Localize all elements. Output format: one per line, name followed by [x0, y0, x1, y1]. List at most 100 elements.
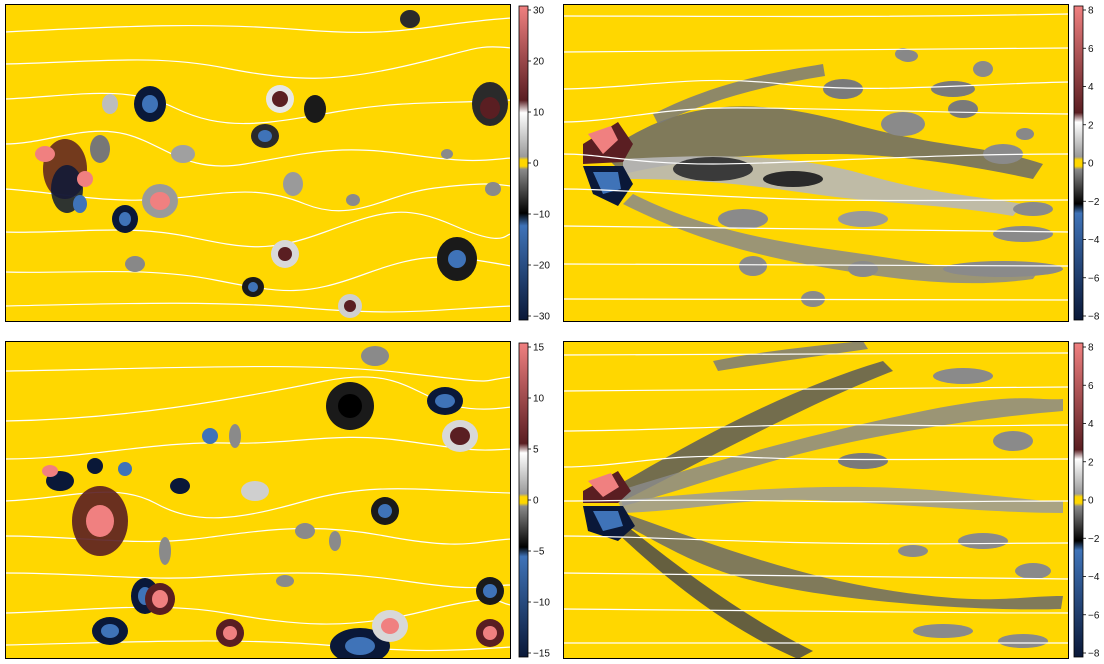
gray-blob: [898, 50, 918, 62]
streamline: [5, 46, 511, 79]
vortex-positive-core: [150, 192, 170, 210]
vortex-gray: [241, 481, 269, 501]
vorticity-panel-bottom-right: [563, 341, 1069, 659]
colorbar-tick-label: 5: [533, 445, 539, 456]
streamline: [563, 13, 1069, 18]
colorbar-ticks: 15 10 5 0 −5 −10 −15: [528, 343, 550, 660]
colorbar-tick-label: −6: [1088, 273, 1100, 284]
colorbar-top-right: 8 6 4 2 0 −2 −4 −6 −8: [1073, 6, 1104, 323]
vortex-positive-core: [381, 618, 399, 634]
panel-plot-top-left: [5, 4, 511, 322]
colorbar-tick-label: 0: [533, 159, 539, 170]
streamline: [563, 535, 1069, 545]
streamline: [5, 130, 511, 167]
colorbar-ticks: 8 6 4 2 0 −2 −4 −6 −8: [1083, 6, 1100, 323]
streamline: [563, 608, 1069, 614]
streamline: [563, 79, 1069, 90]
gray-blob: [739, 256, 767, 276]
streamline: [563, 225, 1069, 233]
vortex-positive-core: [483, 626, 497, 640]
gray-blob: [993, 226, 1053, 242]
colorbar-tick-label: −2: [1088, 197, 1100, 208]
vortex-positive-core: [152, 590, 168, 608]
wake-negative-core: [593, 172, 621, 194]
gray-blob: [983, 144, 1023, 164]
wake-streak: [613, 519, 813, 659]
gray-blob: [1013, 202, 1053, 216]
vortex-negative: [170, 478, 190, 494]
vortex-dark: [304, 95, 326, 123]
vortex-negative-core: [101, 624, 119, 638]
vorticity-panel-top-right: [563, 4, 1069, 322]
wake-gray: [125, 256, 145, 272]
gray-blob: [1016, 128, 1034, 140]
gray-blob: [848, 261, 878, 277]
vortex-gray: [295, 523, 315, 539]
wake-streak: [618, 486, 1063, 513]
vortex-gray: [102, 94, 118, 114]
wake-streak: [713, 341, 868, 371]
vortex-negative: [87, 458, 103, 474]
colorbar-gradient: [518, 342, 529, 658]
colorbar-tick-label: 6: [1088, 44, 1094, 55]
wake-streak: [618, 398, 1063, 506]
streamline: [563, 499, 1069, 503]
colorbar-tick-label: 6: [1088, 381, 1094, 392]
colorbar-tick-label: 4: [1088, 82, 1094, 93]
colorbar-tick-label: 30: [533, 6, 545, 17]
gray-blob: [838, 211, 888, 227]
vortex-positive-core: [278, 247, 292, 261]
gray-blob: [958, 533, 1008, 549]
panel-frame: [563, 341, 1069, 659]
wake-streak: [763, 171, 823, 187]
vortex-gray: [485, 182, 501, 196]
vortex-gray: [283, 172, 303, 196]
colorbar-tick-label: 10: [533, 108, 545, 119]
wake-negative-core: [73, 195, 87, 213]
vortex-positive-core: [450, 427, 470, 445]
streamlines: [5, 17, 511, 313]
vortex-positive-core: [480, 97, 500, 119]
streamline: [563, 455, 1069, 468]
wake-positive-core: [35, 146, 55, 162]
streamline: [563, 107, 1069, 123]
gray-blob: [898, 545, 928, 557]
colorbar-tick-label: 4: [1088, 419, 1094, 430]
gray-blob: [913, 624, 973, 638]
wake-positive-core: [86, 505, 114, 537]
colorbar-svg: 15 10 5 0 −5 −10 −15: [518, 342, 550, 660]
streamline: [563, 386, 1069, 392]
streamline: [563, 188, 1069, 202]
gray-blob: [998, 634, 1048, 648]
wake-streak: [608, 361, 893, 501]
panel-frame: [563, 4, 1069, 322]
vortex-dark: [400, 10, 420, 28]
streamline: [563, 153, 1069, 165]
colorbar-tick-label: 0: [533, 496, 539, 507]
gray-blob: [948, 100, 978, 118]
wake-streak: [653, 64, 825, 124]
vortex-negative-core: [483, 584, 497, 598]
colorbar-svg: 8 6 4 2 0 −2 −4 −6 −8: [1073, 6, 1100, 323]
colorbar-gradient: [518, 5, 529, 321]
wake-streak: [603, 106, 1043, 179]
gray-blob: [933, 368, 993, 384]
streamline: [563, 424, 1069, 432]
vortex-gray: [346, 194, 360, 206]
vortex-negative-core: [378, 504, 392, 518]
vortex-positive-core: [344, 300, 356, 312]
vorticity-panel-top-left: [5, 4, 511, 322]
wake-positive-core: [42, 465, 58, 477]
vortex-gray: [329, 531, 341, 551]
wake-positive-core: [77, 171, 93, 187]
colorbar-tick-label: −2: [1088, 534, 1100, 545]
colorbar-tick-label: 0: [1088, 496, 1094, 507]
vortex-dark-core: [338, 394, 362, 418]
vortex-blobs: [35, 10, 508, 318]
colorbar-tick-label: 10: [533, 394, 545, 405]
streamline: [5, 302, 511, 313]
gray-blob: [838, 453, 888, 469]
panel-plot-bottom-left: [5, 341, 511, 659]
streamlines: [563, 352, 1069, 644]
vortex-positive-core: [223, 626, 237, 640]
